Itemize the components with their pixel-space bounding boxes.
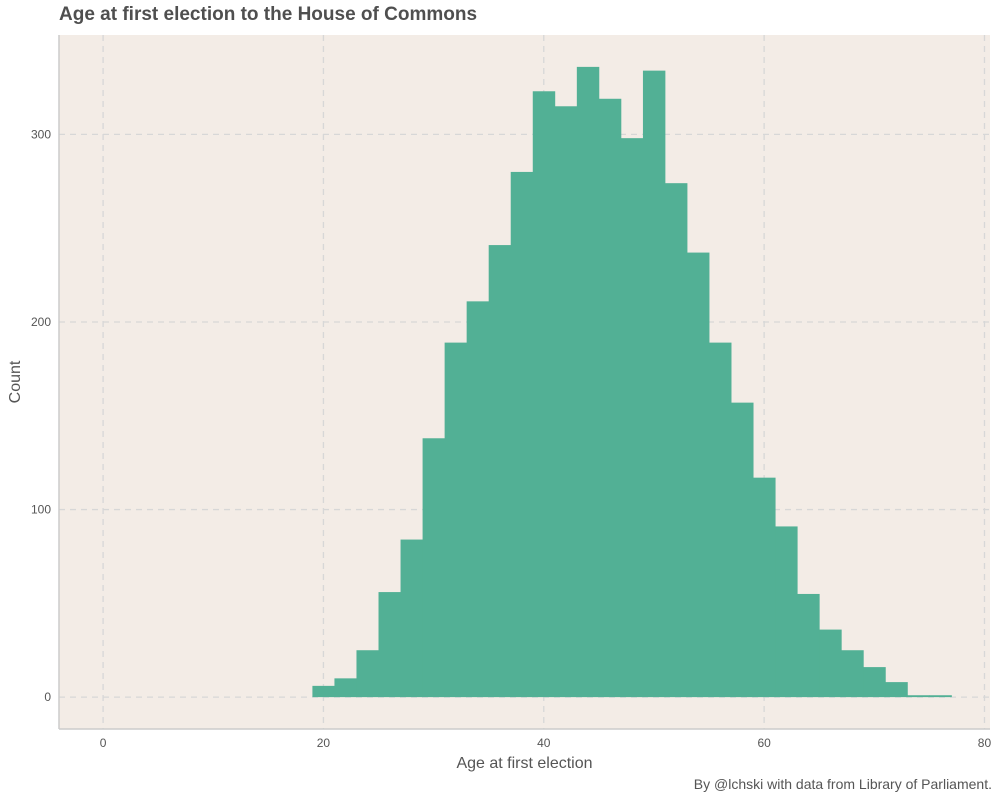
x-tick-label: 80 xyxy=(978,736,992,750)
histogram-bar xyxy=(554,106,578,698)
histogram-bar xyxy=(400,539,423,698)
x-axis-title: Age at first election xyxy=(456,755,592,772)
histogram-bar xyxy=(642,70,666,698)
source-caption: By @lchski with data from Library of Par… xyxy=(693,776,992,792)
y-tick-label: 200 xyxy=(31,315,51,329)
x-tick-label: 20 xyxy=(317,736,331,750)
histogram-bar xyxy=(687,252,710,698)
histogram-bar xyxy=(466,301,490,698)
histogram-bar xyxy=(334,678,357,698)
histogram-bar xyxy=(731,402,754,698)
histogram-bar xyxy=(907,695,930,698)
histogram-bar xyxy=(664,183,688,698)
x-tick-label: 60 xyxy=(757,736,771,750)
histogram-bar xyxy=(819,629,842,698)
y-tick-labels: 0 100 200 300 xyxy=(31,127,51,704)
histogram-bar xyxy=(863,667,886,698)
histogram-bars xyxy=(312,66,952,698)
histogram-bar xyxy=(356,650,379,698)
histogram-bar xyxy=(488,245,512,698)
histogram-bar xyxy=(378,592,401,698)
histogram-bar xyxy=(312,685,335,698)
histogram-bar xyxy=(709,342,732,698)
histogram-bar xyxy=(885,682,908,698)
histogram-bar xyxy=(753,477,776,698)
histogram-bar xyxy=(422,438,446,698)
x-tick-label: 0 xyxy=(100,736,107,750)
histogram-bar xyxy=(775,526,798,698)
histogram-bar xyxy=(797,593,820,698)
x-tick-labels: 0 20 40 60 80 xyxy=(100,736,992,750)
x-tick-label: 40 xyxy=(537,736,551,750)
y-tick-label: 0 xyxy=(44,690,51,704)
histogram-bar xyxy=(598,98,622,698)
chart-title: Age at first election to the House of Co… xyxy=(59,4,478,25)
histogram-bar xyxy=(444,342,468,698)
y-axis-title: Count xyxy=(7,360,24,403)
y-tick-label: 300 xyxy=(31,127,51,141)
histogram-bar xyxy=(929,695,952,698)
histogram-bar xyxy=(620,138,644,698)
histogram-bar xyxy=(841,650,864,698)
histogram-bar xyxy=(576,66,600,698)
histogram-bar xyxy=(510,171,534,698)
y-tick-label: 100 xyxy=(31,503,51,517)
histogram-bar xyxy=(532,91,556,698)
